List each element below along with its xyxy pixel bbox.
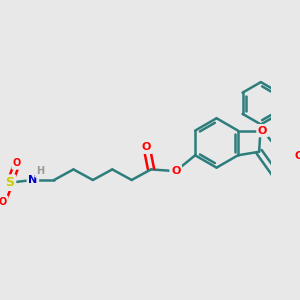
Text: O: O (171, 166, 180, 176)
Text: N: N (28, 175, 38, 185)
Text: S: S (5, 176, 14, 189)
Text: O: O (0, 197, 7, 207)
Text: O: O (258, 126, 267, 136)
Text: O: O (295, 151, 300, 161)
Text: O: O (142, 142, 151, 152)
Text: O: O (13, 158, 21, 168)
Text: H: H (36, 166, 44, 176)
